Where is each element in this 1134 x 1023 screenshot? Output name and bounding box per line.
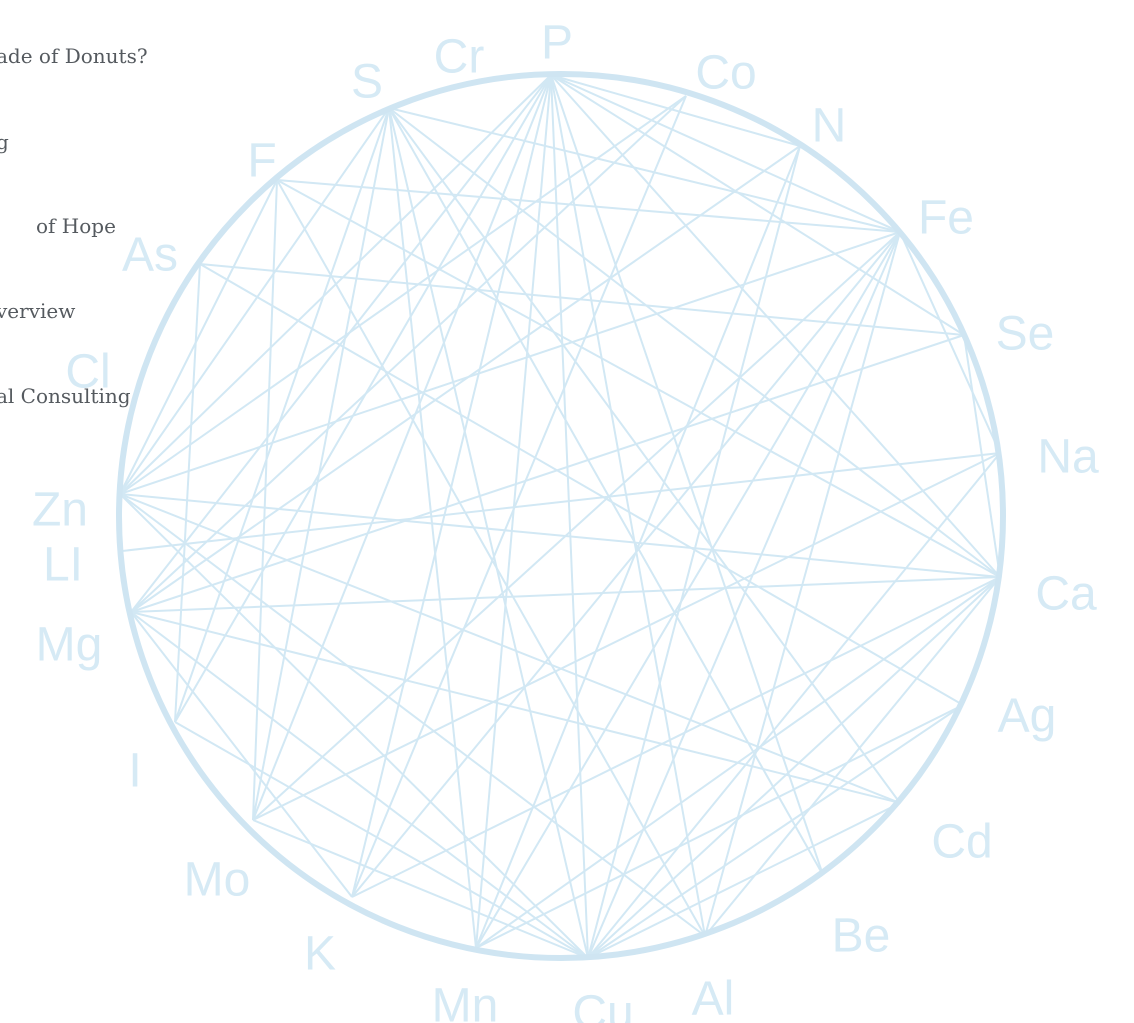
- element-label-fe: Fe: [918, 192, 974, 245]
- connection-line-as-se: [199, 263, 965, 336]
- element-label-se: Se: [996, 308, 1055, 361]
- connection-line-fe-zn: [119, 231, 901, 495]
- connection-line-p-cu: [550, 74, 589, 959]
- connection-line-f-mo: [252, 179, 278, 821]
- connection-line-ag-cu: [587, 704, 964, 959]
- connection-line-co-k: [351, 95, 687, 898]
- connection-line-s-mo: [252, 107, 390, 821]
- connection-line-se-mg: [130, 334, 965, 613]
- connection-line-n-cu: [587, 145, 801, 959]
- connection-line-i-cu: [174, 721, 589, 959]
- connection-line-na-li: [121, 452, 1001, 552]
- element-label-cd: Cd: [931, 816, 992, 869]
- connection-line-s-cd: [388, 107, 901, 804]
- element-label-k: K: [304, 928, 336, 981]
- connection-line-cd-mg: [130, 611, 901, 804]
- element-label-co: Co: [695, 47, 756, 100]
- connection-line-as-i: [174, 263, 201, 723]
- connection-line-fe-mo: [252, 231, 901, 821]
- connection-line-p-be: [550, 74, 824, 876]
- connection-line-s-zn: [119, 107, 390, 495]
- connection-line-p-ca: [550, 74, 1001, 578]
- connection-line-co-zn: [119, 95, 687, 495]
- connection-line-ca-cu: [587, 576, 1001, 959]
- connection-line-co-mg: [130, 95, 687, 613]
- element-label-as: As: [122, 229, 178, 282]
- connection-line-p-n: [550, 74, 801, 147]
- connection-line-f-al: [276, 179, 706, 937]
- connection-line-p-al: [550, 74, 706, 937]
- connection-line-p-i: [174, 74, 552, 723]
- connection-line-p-se: [550, 74, 965, 336]
- connection-line-fe-na: [899, 231, 1001, 454]
- element-label-n: N: [812, 100, 847, 153]
- connection-line-f-fe: [276, 179, 901, 233]
- connection-line-s-fe: [388, 107, 901, 233]
- connection-line-p-mg: [130, 74, 552, 613]
- nav-item-4[interactable]: verview: [0, 299, 76, 323]
- element-label-zn: Zn: [32, 484, 88, 537]
- connection-line-p-fe: [550, 74, 901, 233]
- element-label-mg: Mg: [36, 619, 103, 672]
- element-label-cl: Cl: [65, 346, 110, 399]
- element-label-mn: Mn: [432, 980, 499, 1023]
- element-label-al: Al: [692, 973, 735, 1023]
- element-label-f: F: [247, 135, 276, 188]
- element-label-cr: Cr: [434, 31, 485, 84]
- element-label-cu: Cu: [572, 987, 633, 1023]
- element-label-ca: Ca: [1035, 568, 1097, 621]
- connection-line-ag-mn: [475, 704, 964, 949]
- element-label-li: LI: [43, 539, 83, 592]
- element-label-i: I: [128, 745, 141, 798]
- connection-line-f-zn: [119, 179, 278, 495]
- connection-line-mg-cu: [130, 611, 589, 959]
- connection-line-cd-cu: [587, 802, 901, 959]
- connection-line-s-be: [388, 107, 824, 876]
- connection-line-cd-zn: [119, 493, 901, 804]
- element-label-mo: Mo: [184, 854, 251, 907]
- connection-line-p-k: [351, 74, 552, 898]
- connection-line-mg-k: [130, 611, 353, 898]
- element-label-p: P: [541, 17, 573, 70]
- nav-item-5[interactable]: al Consulting: [0, 384, 131, 408]
- element-label-na: Na: [1037, 431, 1099, 484]
- nav-item-3[interactable]: of Hope: [36, 214, 116, 238]
- connection-line-f-ca: [276, 179, 1001, 578]
- connection-line-zn-cu: [119, 493, 589, 959]
- connection-line-fe-cu: [587, 231, 901, 959]
- connection-line-as-ag: [199, 263, 964, 706]
- connection-line-mo-cu: [252, 819, 589, 959]
- connection-line-s-i: [174, 107, 390, 723]
- nav-item-2[interactable]: g: [0, 130, 9, 154]
- connection-line-ca-al: [704, 576, 1001, 937]
- outer-circle: [116, 71, 1006, 961]
- connection-line-n-mn: [475, 145, 801, 949]
- nav-item-1[interactable]: ade of Donuts?: [0, 44, 148, 68]
- connection-line-na-mo: [252, 452, 1001, 821]
- element-label-s: S: [351, 56, 383, 109]
- connection-line-s-ca: [388, 107, 1001, 578]
- connection-line-na-cu: [587, 452, 1001, 959]
- connection-line-s-mn: [388, 107, 477, 949]
- connection-line-ca-k: [351, 576, 1001, 898]
- connection-line-ca-mg: [130, 576, 1001, 613]
- connection-line-fe-k: [351, 231, 901, 898]
- element-label-ag: Ag: [998, 690, 1057, 743]
- connection-line-ca-zn: [119, 493, 1001, 578]
- connection-line-zn-al: [119, 493, 706, 937]
- element-label-be: Be: [832, 910, 891, 963]
